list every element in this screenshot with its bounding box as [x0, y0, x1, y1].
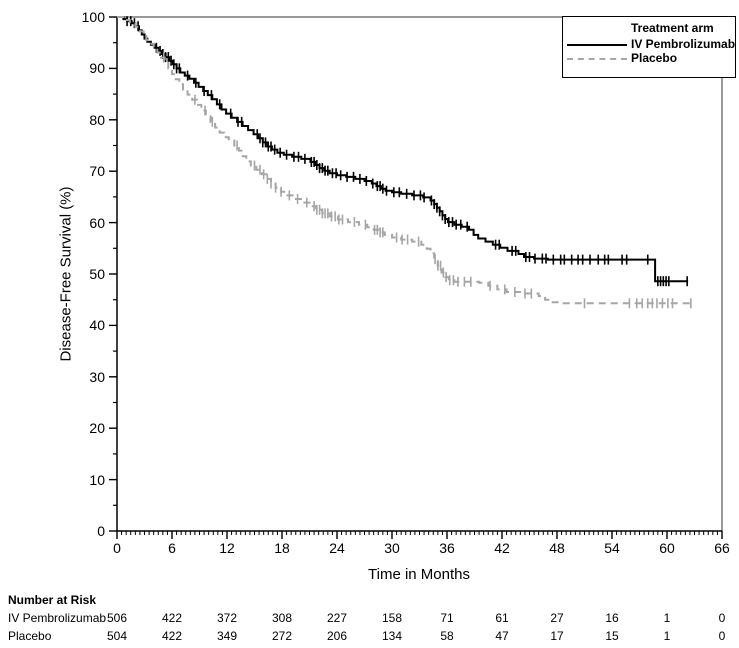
- risk-value-placebo-m12: 349: [216, 629, 238, 643]
- risk-value-placebo-m60: 1: [663, 629, 671, 643]
- risk-value-iv-pembrolizumab-m24: 227: [326, 611, 348, 625]
- y-tick-label-50: 50: [89, 266, 105, 282]
- risk-table-header: Number at Risk: [8, 593, 97, 607]
- risk-value-iv-pembrolizumab-m18: 308: [271, 611, 293, 625]
- y-tick-label-70: 70: [89, 163, 105, 180]
- y-tick-label-80: 80: [89, 111, 105, 128]
- legend-label-placebo: Placebo: [631, 51, 678, 65]
- x-tick-label-0: 0: [113, 540, 121, 556]
- risk-value-placebo-m42: 47: [495, 629, 509, 643]
- x-tick-label-6: 6: [168, 540, 176, 556]
- x-tick-label-48: 48: [549, 540, 565, 556]
- x-tick-label-12: 12: [219, 540, 235, 556]
- y-tick-label-60: 60: [89, 214, 105, 231]
- y-tick-label-20: 20: [89, 420, 105, 437]
- x-tick-label-18: 18: [274, 540, 290, 556]
- risk-value-placebo-m48: 17: [550, 629, 564, 643]
- x-tick-label-60: 60: [659, 540, 675, 556]
- x-tick-label-36: 36: [439, 540, 455, 556]
- y-tick-label-40: 40: [89, 317, 105, 334]
- risk-value-placebo-m36: 58: [440, 629, 454, 643]
- legend-title: Treatment arm: [631, 21, 714, 35]
- risk-value-iv-pembrolizumab-m30: 158: [381, 611, 403, 625]
- x-tick-label-24: 24: [329, 540, 345, 556]
- y-tick-label-30: 30: [89, 368, 105, 385]
- risk-value-placebo-m18: 272: [271, 629, 293, 643]
- risk-row-label-pembrolizumab: IV Pembrolizumab: [8, 611, 107, 625]
- pembrolizumab-line-sample-icon: [567, 44, 627, 46]
- risk-value-placebo-m0: 504: [106, 629, 128, 643]
- risk-value-iv-pembrolizumab-m6: 422: [161, 611, 183, 625]
- y-tick-label-100: 100: [81, 9, 105, 25]
- risk-value-iv-pembrolizumab-m42: 61: [495, 611, 509, 625]
- km-curve-placebo: [117, 16, 695, 305]
- y-tick-label-90: 90: [89, 60, 105, 77]
- x-tick-label-42: 42: [494, 540, 510, 556]
- legend: Treatment arm IV Pembrolizumab Placebo: [562, 16, 736, 78]
- risk-value-iv-pembrolizumab-m36: 71: [440, 611, 454, 625]
- legend-label-pembrolizumab: IV Pembrolizumab: [631, 37, 736, 51]
- risk-value-iv-pembrolizumab-m66: 0: [718, 611, 726, 625]
- x-tick-label-30: 30: [384, 540, 400, 556]
- risk-value-iv-pembrolizumab-m12: 372: [216, 611, 238, 625]
- risk-value-placebo-m6: 422: [161, 629, 183, 643]
- y-tick-label-10: 10: [89, 471, 105, 488]
- x-axis-title: Time in Months: [368, 566, 470, 583]
- risk-value-iv-pembrolizumab-m54: 16: [605, 611, 619, 625]
- x-tick-label-66: 66: [714, 540, 730, 556]
- risk-value-iv-pembrolizumab-m60: 1: [663, 611, 671, 625]
- risk-value-placebo-m30: 134: [381, 629, 403, 643]
- risk-value-placebo-m66: 0: [718, 629, 726, 643]
- risk-value-iv-pembrolizumab-m48: 27: [550, 611, 564, 625]
- risk-value-placebo-m24: 206: [326, 629, 348, 643]
- y-tick-label-0: 0: [97, 523, 105, 539]
- placebo-line-sample-icon: [567, 58, 627, 60]
- risk-value-iv-pembrolizumab-m0: 506: [106, 611, 128, 625]
- x-tick-label-54: 54: [604, 540, 620, 556]
- risk-value-placebo-m54: 15: [605, 629, 619, 643]
- risk-row-label-placebo: Placebo: [8, 629, 52, 643]
